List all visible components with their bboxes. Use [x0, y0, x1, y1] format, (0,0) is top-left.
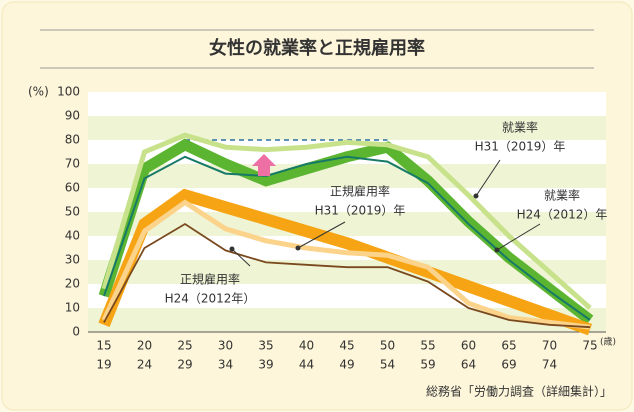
x-unit: (歳): [600, 336, 616, 348]
series-line: [103, 155, 591, 321]
x-tick-label: 39: [258, 358, 273, 372]
x-tick-label: 60: [461, 339, 476, 353]
y-tick-label: 0: [72, 325, 80, 339]
annotation: H31（2019）年: [475, 140, 566, 154]
leader-line: [297, 221, 346, 249]
x-tick-label: 15: [96, 339, 111, 353]
leader-line: [475, 159, 501, 197]
annotation: H24（2012）年: [517, 208, 608, 222]
leader-dot: [295, 245, 301, 251]
y-tick-label: 100: [57, 85, 80, 99]
x-tick-label: 29: [177, 358, 192, 372]
x-tick-label: 74: [542, 358, 557, 372]
leader-dot: [473, 193, 479, 199]
x-tick-label: 30: [218, 339, 233, 353]
x-tick-label: 65: [501, 339, 516, 353]
x-tick-label: 59: [420, 358, 435, 372]
y-unit: (%): [28, 85, 49, 99]
stripe: [88, 212, 606, 236]
x-tick-label: 35: [258, 339, 273, 353]
increase-arrow: [252, 154, 276, 176]
source: 総務省「労働力調査（詳細集計）」: [426, 384, 612, 399]
x-tick-label: 70: [542, 339, 557, 353]
leader-line: [496, 223, 541, 251]
x-tick-label: 49: [339, 358, 354, 372]
series-line: [103, 222, 591, 329]
x-tick-label: 64: [461, 358, 476, 372]
annotation: H31（2019）年: [315, 204, 406, 218]
x-tick-label: 40: [299, 339, 314, 353]
y-tick-label: 90: [65, 109, 80, 123]
series-line: [101, 199, 591, 330]
x-tick-label: 19: [96, 358, 111, 372]
annotation: 就業率: [544, 188, 580, 203]
annotation: 正規雇用率: [180, 272, 240, 287]
x-tick-label: 34: [218, 358, 233, 372]
x-tick-label: 50: [380, 339, 395, 353]
leader-dot: [494, 247, 500, 253]
x-tick-label: 54: [380, 358, 395, 372]
leader-line: [231, 248, 251, 267]
x-tick-label: 24: [137, 358, 152, 372]
series-line: [98, 188, 593, 336]
x-tick-label: 25: [177, 339, 192, 353]
annotation: 正規雇用率: [330, 184, 390, 199]
x-tick-label: 45: [339, 339, 354, 353]
annotation: 就業率: [502, 120, 538, 135]
y-tick-label: 30: [65, 253, 80, 267]
series-line: [101, 132, 592, 310]
x-tick-label: 69: [501, 358, 516, 372]
x-tick-label: 20: [137, 339, 152, 353]
x-tick-label: 55: [420, 339, 435, 353]
x-tick-label: 44: [299, 358, 314, 372]
stripe: [88, 164, 606, 188]
y-tick-label: 40: [65, 229, 80, 243]
y-tick-label: 80: [65, 133, 80, 147]
y-tick-label: 70: [65, 157, 80, 171]
x-tick-label: 75: [582, 339, 597, 353]
y-tick-label: 50: [65, 205, 80, 219]
stripe: [88, 116, 606, 140]
y-tick-label: 60: [65, 181, 80, 195]
leader-dot: [229, 246, 235, 252]
chart-title: 女性の就業率と正規雇用率: [209, 37, 425, 59]
y-tick-label: 10: [65, 301, 80, 315]
y-tick-label: 20: [65, 277, 80, 291]
annotation: H24（2012年）: [165, 292, 256, 306]
